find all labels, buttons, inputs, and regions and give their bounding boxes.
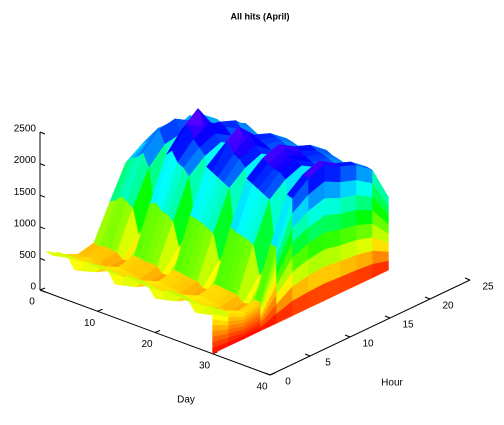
surface-skirt (228, 313, 245, 318)
surface-skirt (324, 164, 341, 183)
z-tick (39, 163, 46, 167)
y-tick-label: 10 (362, 339, 374, 350)
x-tick-label: 10 (84, 318, 96, 329)
z-tick (39, 194, 46, 198)
z-tick-label: 1000 (14, 218, 37, 229)
y-tick-label: 25 (482, 282, 494, 293)
x-tick-label: 30 (199, 360, 211, 371)
y-tick-label: 20 (442, 301, 454, 312)
y-axis-label: Hour (381, 378, 403, 389)
x-tick-label: 20 (141, 339, 153, 350)
y-tick (464, 277, 471, 281)
surface-skirt (340, 180, 357, 199)
z-tick (39, 257, 46, 261)
surface-skirt (324, 213, 341, 233)
z-tick-label: 2000 (14, 155, 37, 166)
surface-skirt (324, 197, 341, 216)
z-tick-label: 500 (19, 250, 36, 261)
x-axis-label: Day (177, 395, 195, 406)
chart-title: All hits (April) (231, 11, 290, 21)
x-tick (269, 372, 276, 376)
z-tick-label: 0 (30, 282, 36, 293)
y-tick (344, 334, 351, 338)
y-axis (269, 279, 471, 376)
y-tick (424, 296, 431, 300)
surface-skirt (372, 260, 389, 279)
z-tick (39, 131, 46, 135)
y-tick (384, 315, 391, 319)
x-tick-label: 40 (256, 382, 268, 393)
y-tick-label: 5 (325, 358, 331, 369)
y-tick-label: 0 (285, 377, 291, 388)
x-tick (39, 287, 46, 291)
surface-skirt (356, 195, 373, 211)
x-tick (154, 330, 161, 333)
y-tick (304, 353, 311, 357)
surface-skirt (340, 165, 357, 183)
x-tick (97, 308, 103, 312)
z-tick-label: 1500 (14, 187, 37, 198)
z-tick (39, 226, 46, 230)
z-tick-label: 2500 (14, 124, 37, 135)
y-tick-label: 15 (402, 320, 414, 331)
x-tick-label: 0 (29, 297, 35, 308)
z-tick (39, 289, 46, 293)
surface-skirt (356, 210, 373, 226)
surface-skirt (324, 181, 341, 199)
y-tick (264, 372, 271, 376)
